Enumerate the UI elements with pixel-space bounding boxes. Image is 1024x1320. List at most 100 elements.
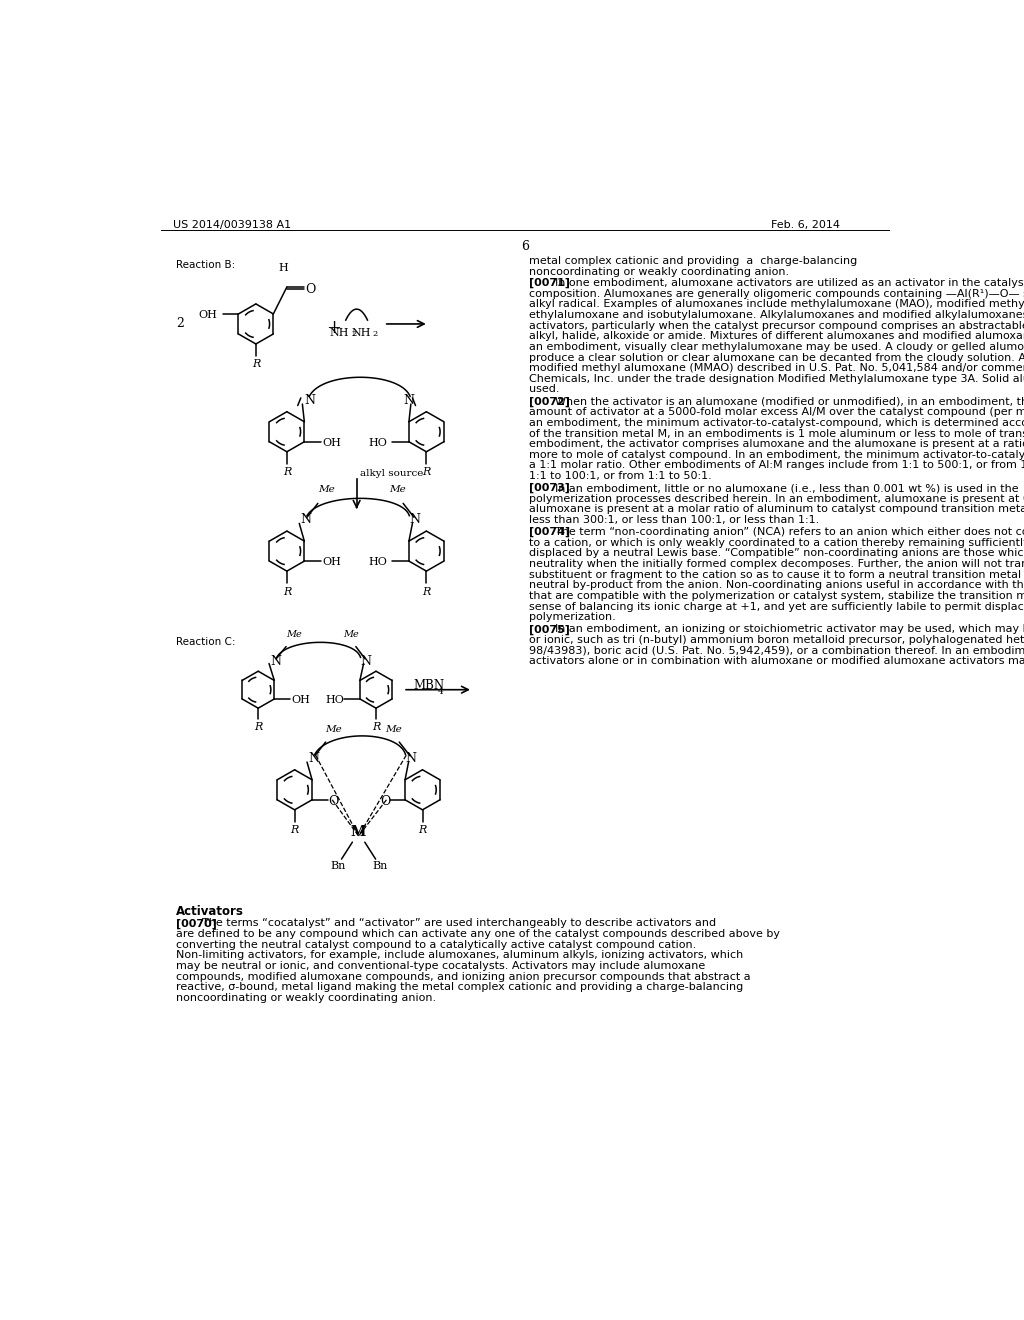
Text: Me: Me [343,630,359,639]
Text: Feb. 6, 2014: Feb. 6, 2014 [771,220,841,230]
Text: alkyl, halide, alkoxide or amide. Mixtures of different alumoxanes and modified : alkyl, halide, alkoxide or amide. Mixtur… [529,331,1024,342]
Text: R: R [291,825,299,836]
Text: [0075]: [0075] [529,624,570,635]
Text: [0073]: [0073] [529,483,570,494]
Text: O: O [329,795,339,808]
Text: N: N [410,513,420,527]
Text: neutrality when the initially formed complex decomposes. Further, the anion will: neutrality when the initially formed com… [529,560,1024,569]
Text: substituent or fragment to the cation so as to cause it to form a neutral transi: substituent or fragment to the cation so… [529,570,1024,579]
Text: or ionic, such as tri (n-butyl) ammonium boron metalloid precursor, polyhalogena: or ionic, such as tri (n-butyl) ammonium… [529,635,1024,645]
Text: displaced by a neutral Lewis base. “Compatible” non-coordinating anions are thos: displaced by a neutral Lewis base. “Comp… [529,549,1024,558]
Text: Me: Me [326,725,342,734]
Text: 6: 6 [521,240,528,253]
Text: 2: 2 [372,330,378,338]
Text: +: + [326,318,341,337]
Text: amount of activator at a 5000-fold molar excess Al/M over the catalyst compound : amount of activator at a 5000-fold molar… [529,408,1024,417]
Text: embodiment, the activator comprises alumoxane and the alumoxane is present at a : embodiment, the activator comprises alum… [529,440,1024,449]
Text: H: H [279,263,289,273]
Text: N: N [403,395,414,407]
Text: OH: OH [323,438,341,447]
Text: alkyl source: alkyl source [360,469,424,478]
Text: [0074]: [0074] [529,527,570,537]
Text: N: N [270,655,282,668]
Text: US 2014/0039138 A1: US 2014/0039138 A1 [173,220,291,230]
Text: N: N [406,752,417,766]
Text: alumoxane is present at a molar ratio of aluminum to catalyst compound transitio: alumoxane is present at a molar ratio of… [529,504,1024,515]
Text: O: O [305,284,315,296]
Text: R: R [283,586,291,597]
Text: MBN: MBN [414,680,444,693]
Text: In an embodiment, little or no alumoxane (i.e., less than 0.001 wt %) is used in: In an embodiment, little or no alumoxane… [555,483,1019,494]
Text: 98/43983), boric acid (U.S. Pat. No. 5,942,459), or a combination thereof. In an: 98/43983), boric acid (U.S. Pat. No. 5,9… [529,645,1024,656]
Text: may be neutral or ionic, and conventional-type cocatalysts. Activators may inclu: may be neutral or ionic, and conventiona… [176,961,706,972]
Text: Me: Me [286,630,302,639]
Text: reactive, σ-bound, metal ligand making the metal complex cationic and providing : reactive, σ-bound, metal ligand making t… [176,982,743,993]
Text: Non-limiting activators, for example, include alumoxanes, aluminum alkyls, ioniz: Non-limiting activators, for example, in… [176,950,743,960]
Text: R: R [252,359,260,370]
Text: Me: Me [389,486,406,494]
Text: sense of balancing its ionic charge at +1, and yet are sufficiently labile to pe: sense of balancing its ionic charge at +… [529,602,1024,611]
Text: produce a clear solution or clear alumoxane can be decanted from the cloudy solu: produce a clear solution or clear alumox… [529,352,1024,363]
Text: When the activator is an alumoxane (modified or unmodified), in an embodiment, t: When the activator is an alumoxane (modi… [555,396,1024,407]
Text: Bn: Bn [331,862,346,871]
Text: metal complex cationic and providing  a  charge-balancing: metal complex cationic and providing a c… [529,256,858,267]
Text: polymerization processes described herein. In an embodiment, alumoxane is presen: polymerization processes described herei… [529,494,1024,504]
Text: R: R [372,722,380,733]
Text: polymerization.: polymerization. [529,612,616,622]
Text: compounds, modified alumoxane compounds, and ionizing anion precursor compounds : compounds, modified alumoxane compounds,… [176,972,751,982]
Text: OH: OH [323,557,341,568]
Text: The term “non-coordinating anion” (NCA) refers to an anion which either does not: The term “non-coordinating anion” (NCA) … [555,527,1024,537]
Text: R: R [422,467,430,477]
Text: are defined to be any compound which can activate any one of the catalyst compou: are defined to be any compound which can… [176,929,780,939]
Text: HO: HO [325,696,344,705]
Text: alkyl radical. Examples of alumoxanes include methylalumoxane (MAO), modified me: alkyl radical. Examples of alumoxanes in… [529,300,1024,309]
Text: HO: HO [369,438,387,447]
Text: that are compatible with the polymerization or catalyst system, stabilize the tr: that are compatible with the polymerizat… [529,591,1024,601]
Text: O: O [380,795,390,808]
Text: 2: 2 [352,330,357,338]
Text: In an embodiment, an ionizing or stoichiometric activator may be used, which may: In an embodiment, an ionizing or stoichi… [555,624,1024,635]
Text: 4: 4 [438,686,443,696]
Text: HO: HO [369,557,387,568]
Text: OH: OH [292,696,310,705]
Text: The terms “cocatalyst” and “activator” are used interchangeably to describe acti: The terms “cocatalyst” and “activator” a… [202,919,716,928]
Text: R: R [422,586,430,597]
Text: a 1:1 molar ratio. Other embodiments of Al:M ranges include from 1:1 to 500:1, o: a 1:1 molar ratio. Other embodiments of … [529,461,1024,470]
Text: OH: OH [198,310,217,319]
Text: an embodiment, the minimum activator-to-catalyst-compound, which is determined a: an embodiment, the minimum activator-to-… [529,418,1024,428]
Text: modified methyl alumoxane (MMAO) described in U.S. Pat. No. 5,041,584 and/or com: modified methyl alumoxane (MMAO) describ… [529,363,1024,374]
Text: Me: Me [317,486,335,494]
Text: of the transition metal M, in an embodiments is 1 mole aluminum or less to mole : of the transition metal M, in an embodim… [529,429,1024,438]
Text: R: R [254,722,262,733]
Text: Reaction B:: Reaction B: [176,260,236,271]
Text: noncoordinating or weakly coordinating anion.: noncoordinating or weakly coordinating a… [176,993,436,1003]
Text: Bn: Bn [373,862,388,871]
Text: [0072]: [0072] [529,396,570,407]
Text: Activators: Activators [176,906,244,919]
Text: Me: Me [385,725,402,734]
Text: N: N [308,752,319,766]
Text: Reaction C:: Reaction C: [176,638,236,647]
Text: composition. Alumoxanes are generally oligomeric compounds containing —Al(R¹)—O—: composition. Alumoxanes are generally ol… [529,289,1024,298]
Text: an embodiment, visually clear methylalumoxane may be used. A cloudy or gelled al: an embodiment, visually clear methylalum… [529,342,1024,352]
Text: [0070]: [0070] [176,919,217,929]
Text: 1:1 to 100:1, or from 1:1 to 50:1.: 1:1 to 100:1, or from 1:1 to 50:1. [529,471,713,480]
Text: activators alone or in combination with alumoxane or modified alumoxane activato: activators alone or in combination with … [529,656,1024,667]
Text: neutral by-product from the anion. Non-coordinating anions useful in accordance : neutral by-product from the anion. Non-c… [529,581,1024,590]
Text: M: M [351,825,367,840]
Text: NH: NH [351,327,371,338]
Text: less than 300:1, or less than 100:1, or less than 1:1.: less than 300:1, or less than 100:1, or … [529,515,819,525]
Text: activators, particularly when the catalyst precursor compound comprises an abstr: activators, particularly when the cataly… [529,321,1024,331]
Text: In one embodiment, alumoxane activators are utilized as an activator in the cata: In one embodiment, alumoxane activators … [555,279,1024,288]
Text: N: N [304,395,315,407]
Text: more to mole of catalyst compound. In an embodiment, the minimum activator-to-ca: more to mole of catalyst compound. In an… [529,450,1024,459]
Text: to a cation, or which is only weakly coordinated to a cation thereby remaining s: to a cation, or which is only weakly coo… [529,537,1024,548]
Text: [0071]: [0071] [529,279,570,289]
Text: used.: used. [529,384,560,395]
Text: 2: 2 [176,317,184,330]
Text: R: R [419,825,427,836]
Text: NH: NH [330,327,349,338]
Text: converting the neutral catalyst compound to a catalytically active catalyst comp: converting the neutral catalyst compound… [176,940,696,949]
Text: N: N [301,513,312,527]
Text: Chemicals, Inc. under the trade designation Modified Methylalumoxane type 3A. So: Chemicals, Inc. under the trade designat… [529,374,1024,384]
